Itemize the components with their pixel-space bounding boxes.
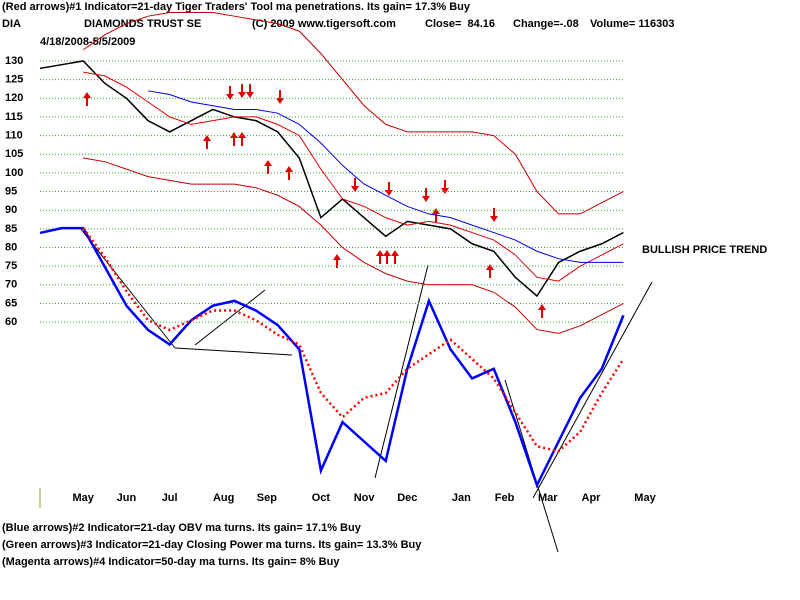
x-tick-label: Feb — [495, 492, 515, 504]
footer: (Magenta arrows)#4 Indicator=50-day ma t… — [2, 556, 340, 568]
annotation: BULLISH PRICE TREND — [642, 244, 767, 256]
x-tick-label: Mar — [538, 492, 558, 504]
y-tick-label: 125 — [5, 74, 23, 86]
y-tick-label: 120 — [5, 92, 23, 104]
series-line — [147, 90, 624, 263]
y-tick-label: 105 — [5, 148, 23, 160]
y-tick-label: 100 — [5, 167, 23, 179]
y-tick-label: 70 — [5, 279, 17, 291]
volume: Volume= 116303 — [590, 18, 675, 30]
x-tick-label: Nov — [354, 492, 376, 504]
x-tick-label: Dec — [397, 492, 417, 504]
y-tick-label: 80 — [5, 241, 17, 253]
change: Change=-.08 — [513, 18, 579, 30]
y-tick-label: 60 — [5, 316, 17, 328]
series-line — [82, 227, 625, 453]
series-line — [39, 60, 624, 298]
x-tick-label: Aug — [213, 492, 234, 504]
y-tick-label: 85 — [5, 223, 17, 235]
symbol: DIA — [2, 18, 21, 30]
chart-title: DIAMONDS TRUST SE — [84, 18, 201, 30]
date-range: 4/18/2008-5/5/2009 — [40, 36, 135, 48]
x-tick-label: May — [634, 492, 656, 504]
series-line — [83, 157, 624, 334]
close: Close= 84.16 — [425, 18, 495, 30]
footer: (Blue arrows)#2 Indicator=21-day OBV ma … — [2, 522, 362, 534]
series-line — [39, 226, 625, 489]
x-tick-label: Sep — [257, 492, 277, 504]
footer: (Green arrows)#3 Indicator=21-day Closin… — [2, 539, 422, 551]
y-tick-label: 65 — [5, 297, 17, 309]
series-line — [83, 71, 624, 282]
x-tick-label: Jun — [117, 492, 137, 504]
x-tick-label: May — [73, 492, 95, 504]
trendlines — [79, 227, 653, 553]
y-tick-label: 110 — [5, 129, 23, 141]
y-tick-label: 95 — [5, 185, 17, 197]
header: (Red arrows)#1 Indicator=21-day Tiger Tr… — [2, 1, 471, 13]
x-tick-label: Jan — [452, 492, 471, 504]
copyright: (C) 2009 www.tigersoft.com — [252, 18, 396, 30]
x-tick-label: Apr — [582, 492, 602, 504]
series-line — [82, 11, 624, 215]
y-tick-label: 90 — [5, 204, 17, 216]
x-tick-label: Oct — [312, 492, 331, 504]
y-tick-label: 130 — [5, 55, 23, 67]
x-tick-label: Jul — [162, 492, 178, 504]
y-tick-label: 75 — [5, 260, 17, 272]
y-tick-label: 115 — [5, 111, 23, 123]
